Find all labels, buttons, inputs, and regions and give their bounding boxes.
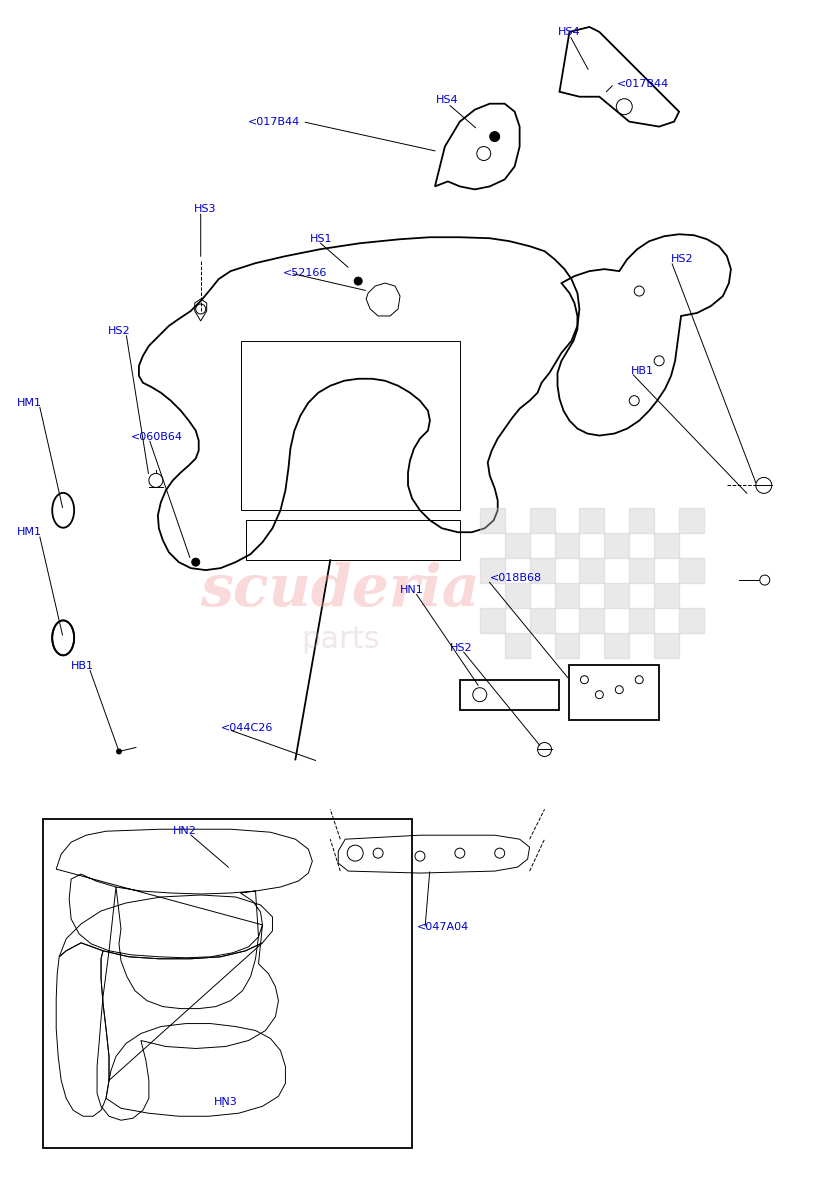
Text: parts: parts: [301, 625, 379, 654]
Bar: [604, 533, 628, 558]
Text: HM1: HM1: [17, 397, 43, 408]
Bar: [504, 533, 529, 558]
Bar: [628, 608, 654, 632]
Bar: [604, 632, 628, 658]
Bar: [479, 558, 504, 583]
Bar: [529, 558, 554, 583]
Bar: [554, 533, 579, 558]
Text: HM1: HM1: [17, 527, 43, 538]
Text: <017B44: <017B44: [617, 79, 669, 89]
Text: <044C26: <044C26: [220, 722, 273, 732]
Text: <52166: <52166: [282, 268, 327, 278]
Bar: [43, 820, 411, 1148]
Text: HB1: HB1: [631, 366, 654, 376]
Circle shape: [489, 132, 499, 142]
Text: HN3: HN3: [214, 1097, 238, 1108]
Text: HS2: HS2: [670, 254, 693, 264]
Text: HS1: HS1: [310, 234, 333, 245]
Bar: [529, 509, 554, 533]
Text: HN2: HN2: [173, 827, 197, 836]
Text: HS4: HS4: [436, 95, 458, 104]
Text: <017B44: <017B44: [248, 116, 300, 127]
Bar: [654, 632, 678, 658]
Text: HS2: HS2: [108, 326, 130, 336]
Bar: [504, 583, 529, 608]
Bar: [678, 558, 704, 583]
Circle shape: [115, 749, 122, 755]
Text: HS3: HS3: [193, 204, 216, 215]
Bar: [654, 533, 678, 558]
Bar: [504, 632, 529, 658]
Circle shape: [354, 277, 362, 286]
Text: HS2: HS2: [450, 643, 472, 653]
Text: scuderia: scuderia: [200, 562, 479, 618]
Bar: [579, 558, 604, 583]
Bar: [579, 509, 604, 533]
Bar: [654, 583, 678, 608]
Text: <018B68: <018B68: [489, 574, 541, 583]
Bar: [604, 583, 628, 608]
Bar: [678, 608, 704, 632]
Circle shape: [192, 558, 200, 566]
Text: HB1: HB1: [71, 661, 94, 671]
Bar: [579, 608, 604, 632]
Text: <047A04: <047A04: [417, 922, 468, 932]
Bar: [479, 509, 504, 533]
Bar: [628, 509, 654, 533]
Text: HS4: HS4: [557, 26, 579, 37]
Text: HN1: HN1: [400, 586, 423, 595]
Bar: [678, 509, 704, 533]
Bar: [529, 608, 554, 632]
Bar: [554, 583, 579, 608]
Bar: [479, 608, 504, 632]
Bar: [628, 558, 654, 583]
Text: <060B64: <060B64: [131, 432, 183, 442]
Bar: [554, 632, 579, 658]
